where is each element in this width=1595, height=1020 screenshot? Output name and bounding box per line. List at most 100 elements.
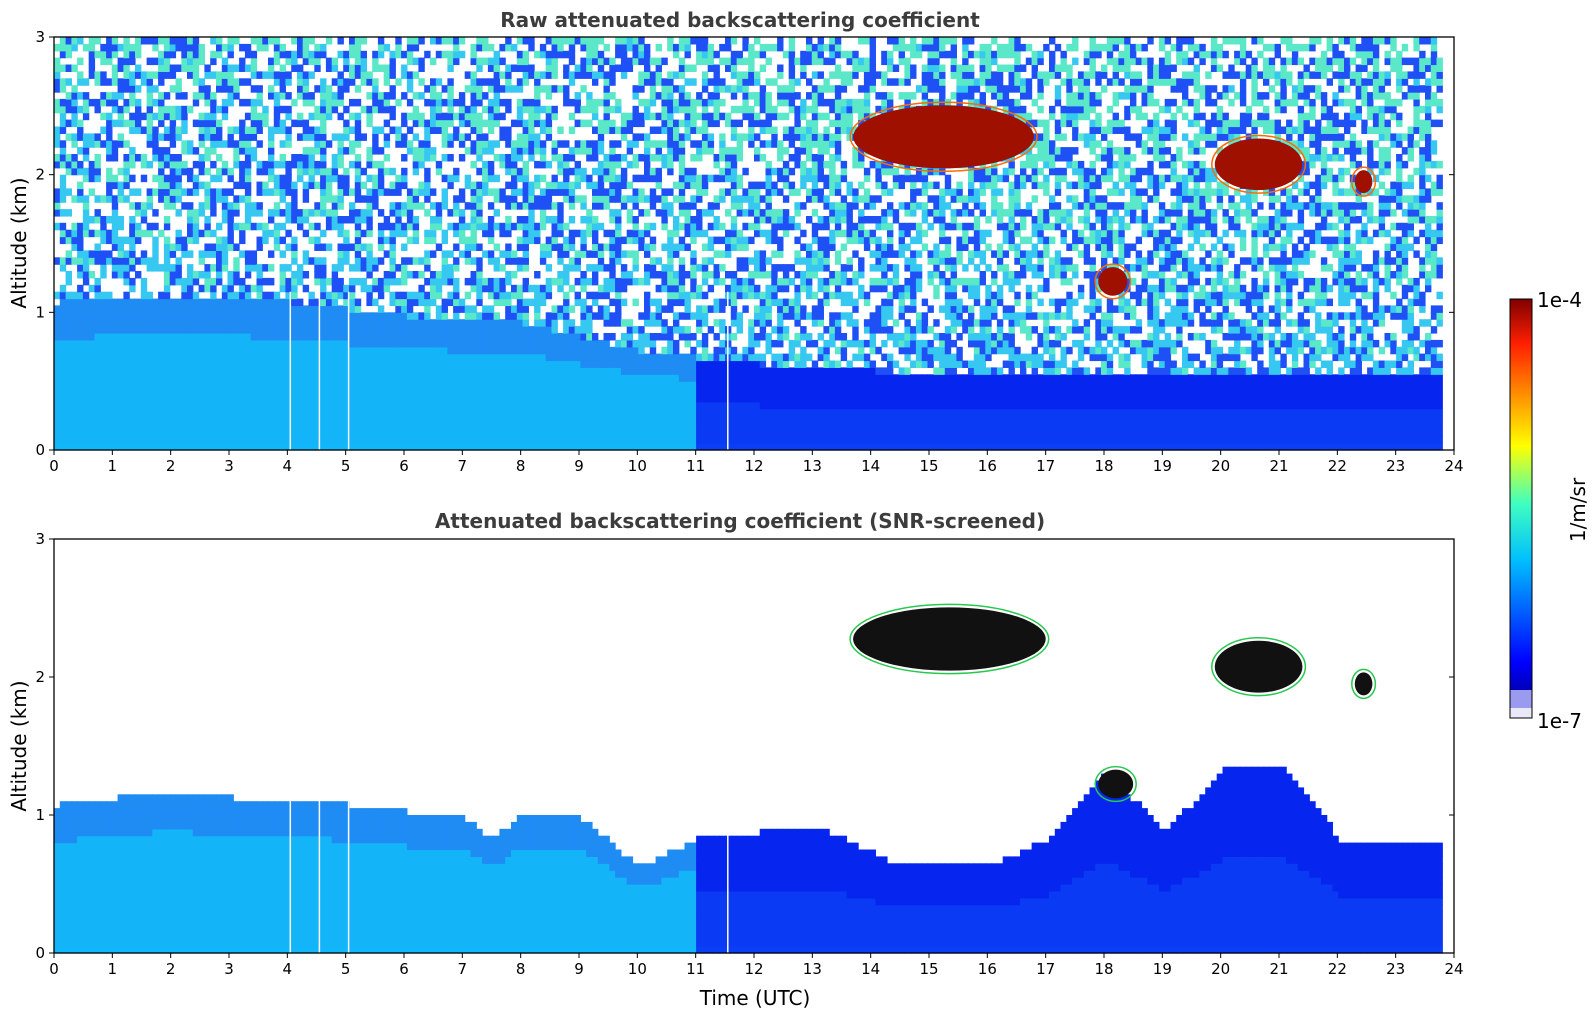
- heatmap-cell: [557, 257, 564, 265]
- heatmap-cell: [216, 119, 223, 128]
- heatmap-cell: [435, 112, 443, 121]
- heatmap-cell: [54, 98, 61, 107]
- heatmap-cell: [308, 367, 315, 375]
- heatmap-cell: [372, 174, 379, 183]
- heatmap-cell: [406, 78, 414, 86]
- heatmap-cell: [673, 250, 680, 258]
- heatmap-cell: [383, 98, 391, 107]
- heatmap-cell: [406, 319, 414, 327]
- heatmap-cell: [285, 277, 292, 286]
- heatmap-cell: [366, 326, 373, 334]
- heatmap-cell: [82, 92, 90, 100]
- heatmap-cell: [244, 257, 252, 265]
- heatmap-cell: [325, 98, 333, 107]
- heatmap-cell: [574, 326, 581, 334]
- heatmap-cell: [684, 222, 691, 231]
- heatmap-cell: [667, 243, 674, 251]
- heatmap-cell: [574, 64, 581, 72]
- heatmap-cell: [574, 436, 581, 444]
- heatmap-cell: [227, 367, 234, 375]
- heatmap-cell: [273, 236, 281, 245]
- heatmap-cell: [360, 312, 367, 320]
- heatmap-cell: [233, 381, 240, 389]
- heatmap-cell: [424, 381, 431, 389]
- heatmap-cell: [464, 305, 472, 313]
- heatmap-cell: [649, 312, 657, 320]
- heatmap-cell: [250, 85, 258, 93]
- heatmap-cell: [557, 222, 564, 231]
- heatmap-cell: [389, 112, 396, 121]
- heatmap-cell: [493, 401, 500, 410]
- heatmap-cell: [325, 209, 333, 217]
- heatmap-cell: [204, 339, 211, 348]
- heatmap-cell: [244, 133, 252, 141]
- heatmap-cell: [366, 147, 373, 155]
- heatmap-cell: [522, 339, 529, 348]
- heatmap-cell: [499, 388, 506, 396]
- heatmap-cell: [366, 312, 373, 320]
- heatmap-cell: [690, 388, 697, 396]
- heatmap-cell: [435, 394, 443, 403]
- heatmap-cell: [152, 415, 159, 424]
- heatmap-cell: [244, 195, 252, 203]
- heatmap-cell: [615, 209, 622, 217]
- heatmap-cell: [453, 436, 460, 444]
- heatmap-cell: [597, 339, 605, 348]
- heatmap-cell: [65, 381, 72, 389]
- heatmap-cell: [389, 50, 396, 59]
- heatmap-cell: [244, 388, 252, 396]
- heatmap-cell: [522, 140, 529, 148]
- heatmap-cell: [285, 374, 292, 382]
- heatmap-cell: [626, 126, 634, 134]
- heatmap-cell: [592, 360, 599, 368]
- heatmap-cell: [71, 37, 78, 45]
- heatmap-cell: [615, 319, 622, 327]
- heatmap-cell: [158, 133, 165, 141]
- heatmap-cell: [123, 429, 130, 437]
- heatmap-cell: [343, 408, 350, 417]
- heatmap-cell: [632, 216, 639, 224]
- heatmap-cell: [59, 422, 67, 430]
- heatmap-cell: [470, 202, 477, 210]
- heatmap-cell: [175, 257, 182, 265]
- heatmap-cell: [268, 436, 275, 444]
- heatmap-cell: [592, 277, 599, 286]
- heatmap-cell: [539, 298, 547, 307]
- heatmap-cell: [54, 105, 61, 114]
- heatmap-cell: [320, 422, 327, 430]
- heatmap-cell: [580, 43, 587, 52]
- heatmap-cell: [152, 209, 159, 217]
- heatmap-cell: [586, 422, 593, 430]
- heatmap-cell: [447, 388, 454, 396]
- heatmap-cell: [94, 291, 101, 300]
- heatmap-cell: [163, 367, 171, 375]
- heatmap-cell: [568, 367, 576, 375]
- heatmap-cell: [129, 112, 136, 121]
- heatmap-cell: [638, 209, 645, 217]
- heatmap-cell: [204, 222, 211, 231]
- heatmap-cell: [539, 436, 547, 444]
- heatmap-cell: [632, 195, 639, 203]
- heatmap-cell: [557, 188, 564, 196]
- heatmap-cell: [221, 401, 229, 410]
- heatmap-cell: [620, 436, 628, 444]
- heatmap-cell: [447, 339, 454, 348]
- heatmap-cell: [244, 339, 252, 348]
- heatmap-cell: [487, 401, 495, 410]
- heatmap-cell: [204, 436, 211, 444]
- heatmap-cell: [383, 401, 391, 410]
- heatmap-cell: [603, 92, 610, 100]
- heatmap-cell: [163, 57, 171, 66]
- heatmap-cell: [476, 57, 483, 66]
- heatmap-cell: [331, 298, 339, 307]
- heatmap-cell: [534, 291, 541, 300]
- heatmap-cell: [464, 85, 472, 93]
- heatmap-cell: [256, 291, 263, 300]
- heatmap-cell: [557, 167, 564, 176]
- heatmap-cell: [268, 298, 275, 307]
- heatmap-cell: [435, 333, 443, 341]
- heatmap-cell: [632, 264, 639, 272]
- heatmap-cell: [528, 202, 535, 210]
- heatmap-cell: [82, 250, 90, 258]
- heatmap-cell: [354, 43, 362, 52]
